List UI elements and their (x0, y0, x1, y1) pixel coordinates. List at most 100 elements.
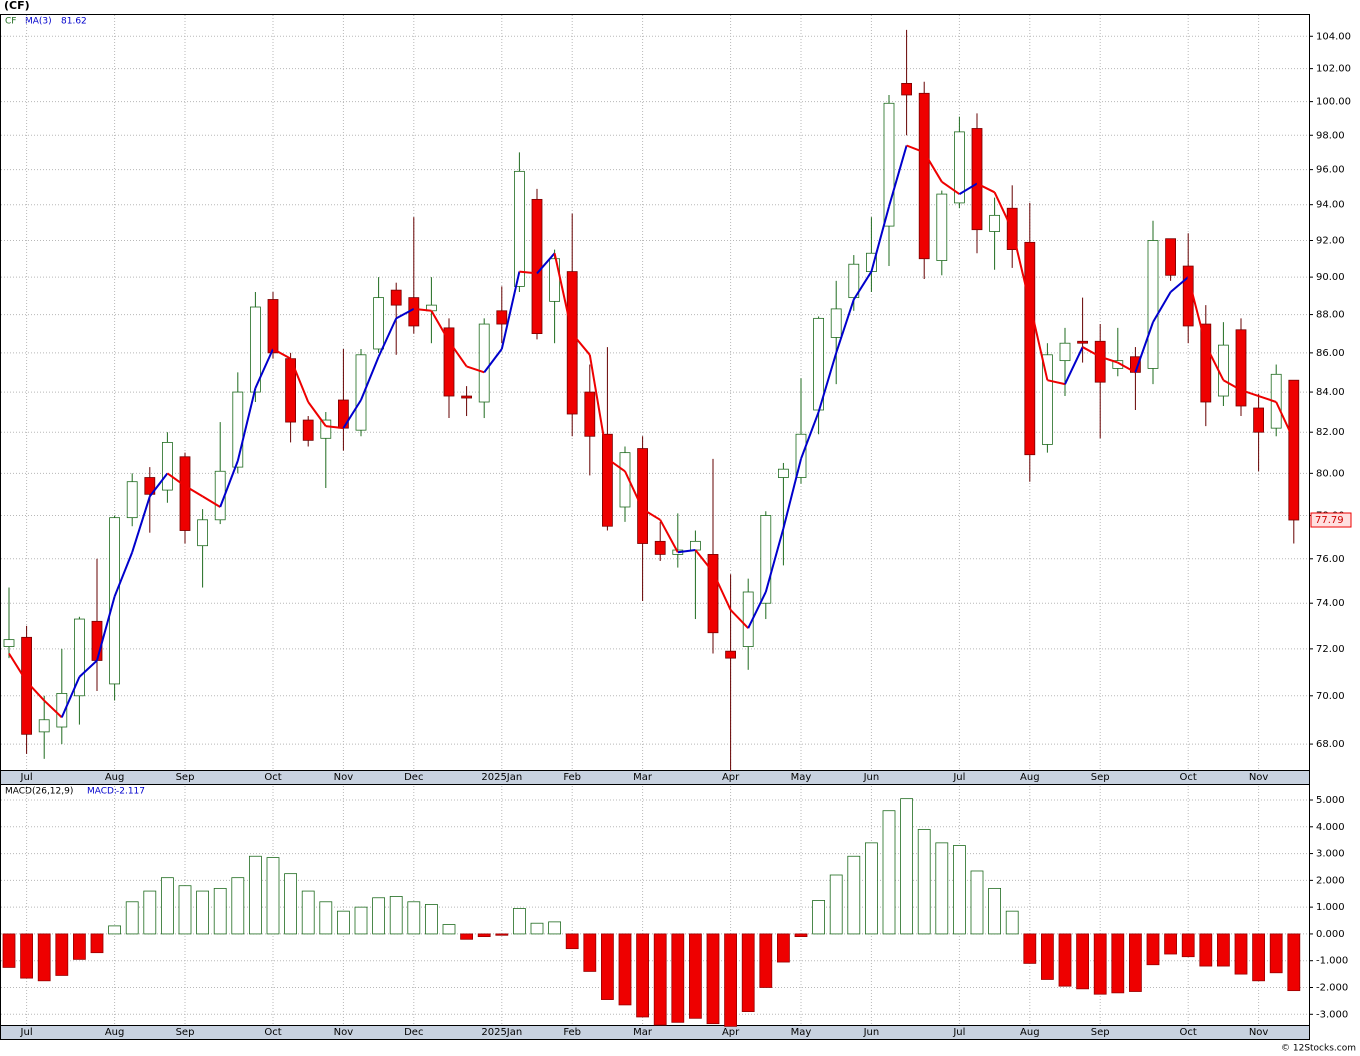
candle-body (197, 519, 209, 547)
x-tick-label: Oct (1180, 1027, 1197, 1038)
candle-body (390, 289, 402, 306)
ma-segment (1082, 346, 1101, 358)
ma-segment (1275, 401, 1295, 441)
y-tick-label: 94.00 (1316, 200, 1345, 211)
ma-segment (307, 401, 327, 427)
macd-bar (1234, 933, 1248, 975)
ma-segment (1258, 395, 1277, 403)
macd-bar (73, 933, 86, 960)
ma-segment (254, 348, 274, 389)
chart-title: (CF) (4, 0, 30, 12)
candle-body (954, 131, 965, 204)
candle-body (830, 308, 842, 338)
ma-segment (1099, 355, 1119, 364)
y-tick-label: 4.000 (1316, 822, 1345, 833)
macd-bar (706, 933, 720, 1025)
macd-bar (1287, 933, 1301, 992)
macd-bar (847, 855, 861, 935)
macd-bar (266, 857, 280, 935)
ma-segment (1064, 346, 1084, 385)
candle-body (1218, 344, 1229, 397)
ma-segment (747, 591, 767, 629)
macd-bar (530, 922, 544, 935)
candle-body (778, 468, 789, 478)
candle-body (1253, 407, 1264, 433)
candle-body (496, 310, 508, 325)
ma-segment (519, 270, 538, 275)
macd-bar (741, 933, 755, 1013)
macd-bar (829, 874, 843, 935)
macd-bar (1217, 933, 1230, 967)
y-tick-label: 0.000 (1316, 929, 1345, 940)
x-tick-label: Aug (105, 772, 125, 783)
ma-segment (536, 252, 556, 275)
candle-body (566, 271, 578, 415)
legend-label: MA(3) (25, 17, 52, 27)
ma-segment (1047, 379, 1066, 386)
macd-bar (407, 901, 421, 935)
candle-body (584, 391, 596, 437)
macd-bar (442, 924, 456, 935)
candle-body (1165, 238, 1176, 276)
x-tick-label: Oct (1180, 772, 1197, 783)
ma-segment (870, 206, 890, 272)
ma-segment (289, 358, 310, 403)
ma-segment (1152, 291, 1172, 323)
ma-segment (835, 299, 855, 354)
ma-segment (782, 458, 802, 529)
macd-bar (1041, 933, 1054, 980)
candle-body (161, 441, 173, 491)
candle-body (373, 297, 385, 350)
macd-bar (935, 842, 949, 935)
macd-bar (37, 933, 51, 982)
macd-bar (20, 933, 34, 979)
x-tick-label: Sep (1091, 1027, 1110, 1038)
macd-bar (794, 933, 808, 938)
x-tick-label: Feb (563, 1027, 581, 1038)
x-tick-label: May (791, 1027, 812, 1038)
macd-bar (178, 885, 192, 935)
x-tick-label: Aug (1020, 1027, 1040, 1038)
macd-bar (601, 933, 614, 1000)
candle-body (901, 82, 912, 96)
macd-bar (988, 887, 1001, 935)
ma-segment (131, 496, 151, 553)
ma-segment (78, 659, 98, 678)
y-tick-label: 2.000 (1316, 875, 1345, 886)
macd-bar (284, 873, 298, 935)
ma-segment (395, 308, 415, 320)
y-tick-label: -3.000 (1316, 1009, 1348, 1020)
y-tick-label: 1.000 (1316, 902, 1345, 913)
candle-body (126, 481, 138, 519)
ma-segment (342, 399, 362, 429)
x-tick-label: Nov (334, 772, 354, 783)
x-tick-label: Jun (863, 772, 880, 783)
macd-bar (689, 933, 702, 1019)
macd-bar (354, 906, 368, 935)
candle-body (936, 193, 948, 261)
ma-segment (60, 676, 81, 718)
x-tick-label: Dec (404, 1027, 423, 1038)
macd-bar (1023, 933, 1037, 964)
candle-body (971, 128, 983, 231)
candle-body (1042, 354, 1053, 445)
candle-body (654, 540, 666, 555)
macd-bar (2, 933, 16, 968)
ma-segment (1134, 321, 1154, 373)
x-axis-strip (0, 1025, 1310, 1040)
ma-segment (149, 472, 169, 498)
x-tick-label: Aug (1020, 772, 1040, 783)
macd-value: -2.117 (116, 787, 145, 797)
y-tick-label: -2.000 (1316, 983, 1348, 994)
x-tick-label: Nov (1249, 1027, 1269, 1038)
ma-segment (588, 354, 609, 459)
macd-bar (953, 845, 966, 935)
candle-body (355, 354, 367, 431)
macd-bar (724, 933, 737, 1027)
macd-title: MACD(26,12,9) (5, 787, 73, 797)
ma-segment (466, 365, 485, 374)
macd-bar (248, 855, 262, 935)
macd-bar (196, 890, 210, 935)
x-tick-label: Jul (20, 1027, 33, 1038)
